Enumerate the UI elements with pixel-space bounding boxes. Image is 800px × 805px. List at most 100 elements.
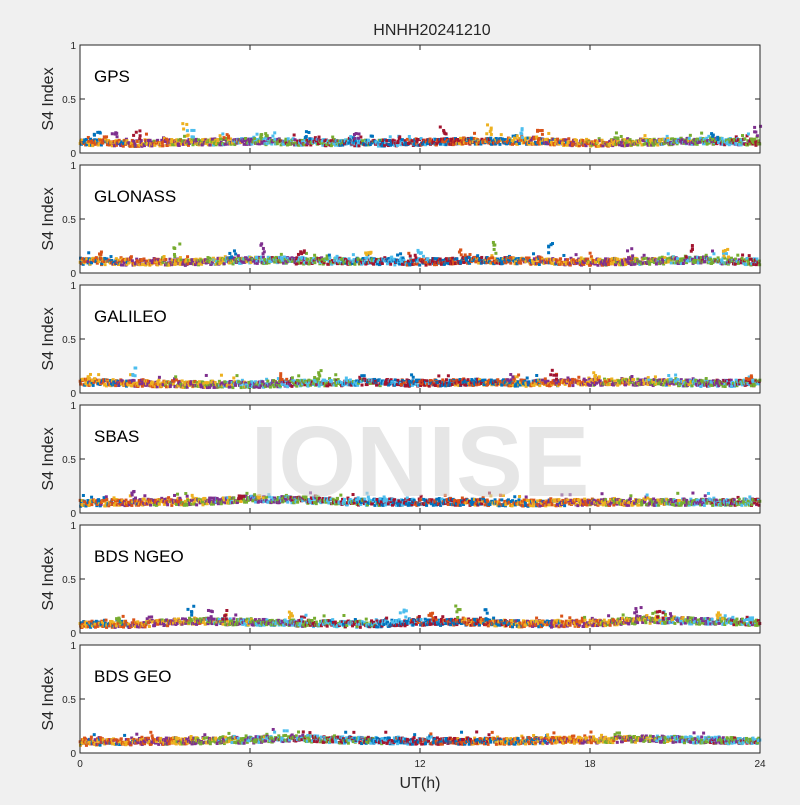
data-point <box>234 384 237 387</box>
data-point <box>628 257 631 260</box>
data-point <box>656 144 659 147</box>
data-point <box>586 258 589 261</box>
data-point <box>353 137 356 140</box>
data-point <box>526 377 529 380</box>
data-point <box>353 133 356 136</box>
data-point <box>490 133 493 136</box>
data-point <box>287 137 290 140</box>
data-point <box>682 262 685 265</box>
data-point <box>688 137 691 140</box>
data-point <box>643 254 646 257</box>
data-point <box>313 261 316 264</box>
data-point <box>320 369 323 372</box>
data-point <box>492 241 495 244</box>
data-point <box>308 137 311 140</box>
data-point <box>237 380 240 383</box>
data-point <box>465 142 468 145</box>
data-point <box>414 254 417 257</box>
data-point <box>318 136 321 139</box>
data-point <box>541 133 544 136</box>
data-point <box>349 135 352 138</box>
data-point <box>130 255 133 258</box>
data-point <box>92 384 95 387</box>
data-point <box>305 130 308 133</box>
data-point <box>227 135 230 138</box>
data-point <box>566 258 569 261</box>
data-point <box>753 126 756 129</box>
data-point <box>538 263 541 266</box>
data-point <box>138 129 141 132</box>
data-point <box>297 253 300 256</box>
data-point <box>521 136 524 139</box>
data-point <box>741 254 744 257</box>
data-point <box>667 374 670 377</box>
data-point <box>175 378 178 381</box>
data-point <box>193 129 196 132</box>
data-point <box>87 375 90 378</box>
data-point <box>143 494 146 497</box>
data-point <box>273 131 276 134</box>
data-point <box>754 131 757 134</box>
data-point <box>220 374 223 377</box>
data-point <box>428 385 431 388</box>
data-point <box>134 367 137 370</box>
data-point <box>756 134 759 137</box>
data-point <box>486 123 489 126</box>
data-point <box>286 385 289 388</box>
data-point <box>285 378 288 381</box>
data-point <box>114 133 117 136</box>
data-point <box>476 254 479 257</box>
data-point <box>138 137 141 140</box>
data-point <box>131 259 134 262</box>
data-point <box>232 376 235 379</box>
data-point <box>722 250 725 253</box>
data-point <box>508 379 511 382</box>
y-tick-label: 0.5 <box>62 95 76 106</box>
data-point <box>412 376 415 379</box>
data-point <box>721 137 724 140</box>
data-point <box>361 139 364 142</box>
data-point <box>223 262 226 265</box>
y-tick-label: 0.5 <box>62 215 76 226</box>
data-point <box>437 374 440 377</box>
data-point <box>297 374 300 377</box>
data-point <box>366 383 369 386</box>
data-point <box>279 378 282 381</box>
data-point <box>253 137 256 140</box>
data-point <box>549 373 552 376</box>
data-point <box>401 138 404 141</box>
data-point <box>331 136 334 139</box>
data-point <box>632 378 635 381</box>
data-point <box>176 493 179 496</box>
data-point <box>221 132 224 135</box>
data-point <box>334 373 337 376</box>
data-point <box>509 262 512 265</box>
data-point <box>105 135 108 138</box>
data-point <box>592 371 595 374</box>
data-point <box>372 263 375 266</box>
data-point <box>551 369 554 372</box>
data-point <box>262 247 265 250</box>
data-point <box>173 494 176 497</box>
y-tick-label: 0 <box>70 389 76 400</box>
data-point <box>593 375 596 378</box>
data-point <box>745 377 748 380</box>
data-point <box>748 377 751 380</box>
data-point <box>357 137 360 140</box>
y-axis-label: S4 Index <box>40 67 57 130</box>
data-point <box>464 253 467 256</box>
data-point <box>642 257 645 260</box>
y-tick-label: 0.5 <box>62 335 76 346</box>
data-point <box>135 131 138 134</box>
data-point <box>711 250 714 253</box>
y-axis-label: S4 Index <box>40 307 57 370</box>
data-point <box>90 503 93 506</box>
data-point <box>415 379 418 382</box>
data-point <box>396 144 399 147</box>
data-point <box>87 251 90 254</box>
data-point <box>93 134 96 137</box>
data-point <box>599 379 602 382</box>
chart-title: HNHH20241210 <box>373 22 491 39</box>
